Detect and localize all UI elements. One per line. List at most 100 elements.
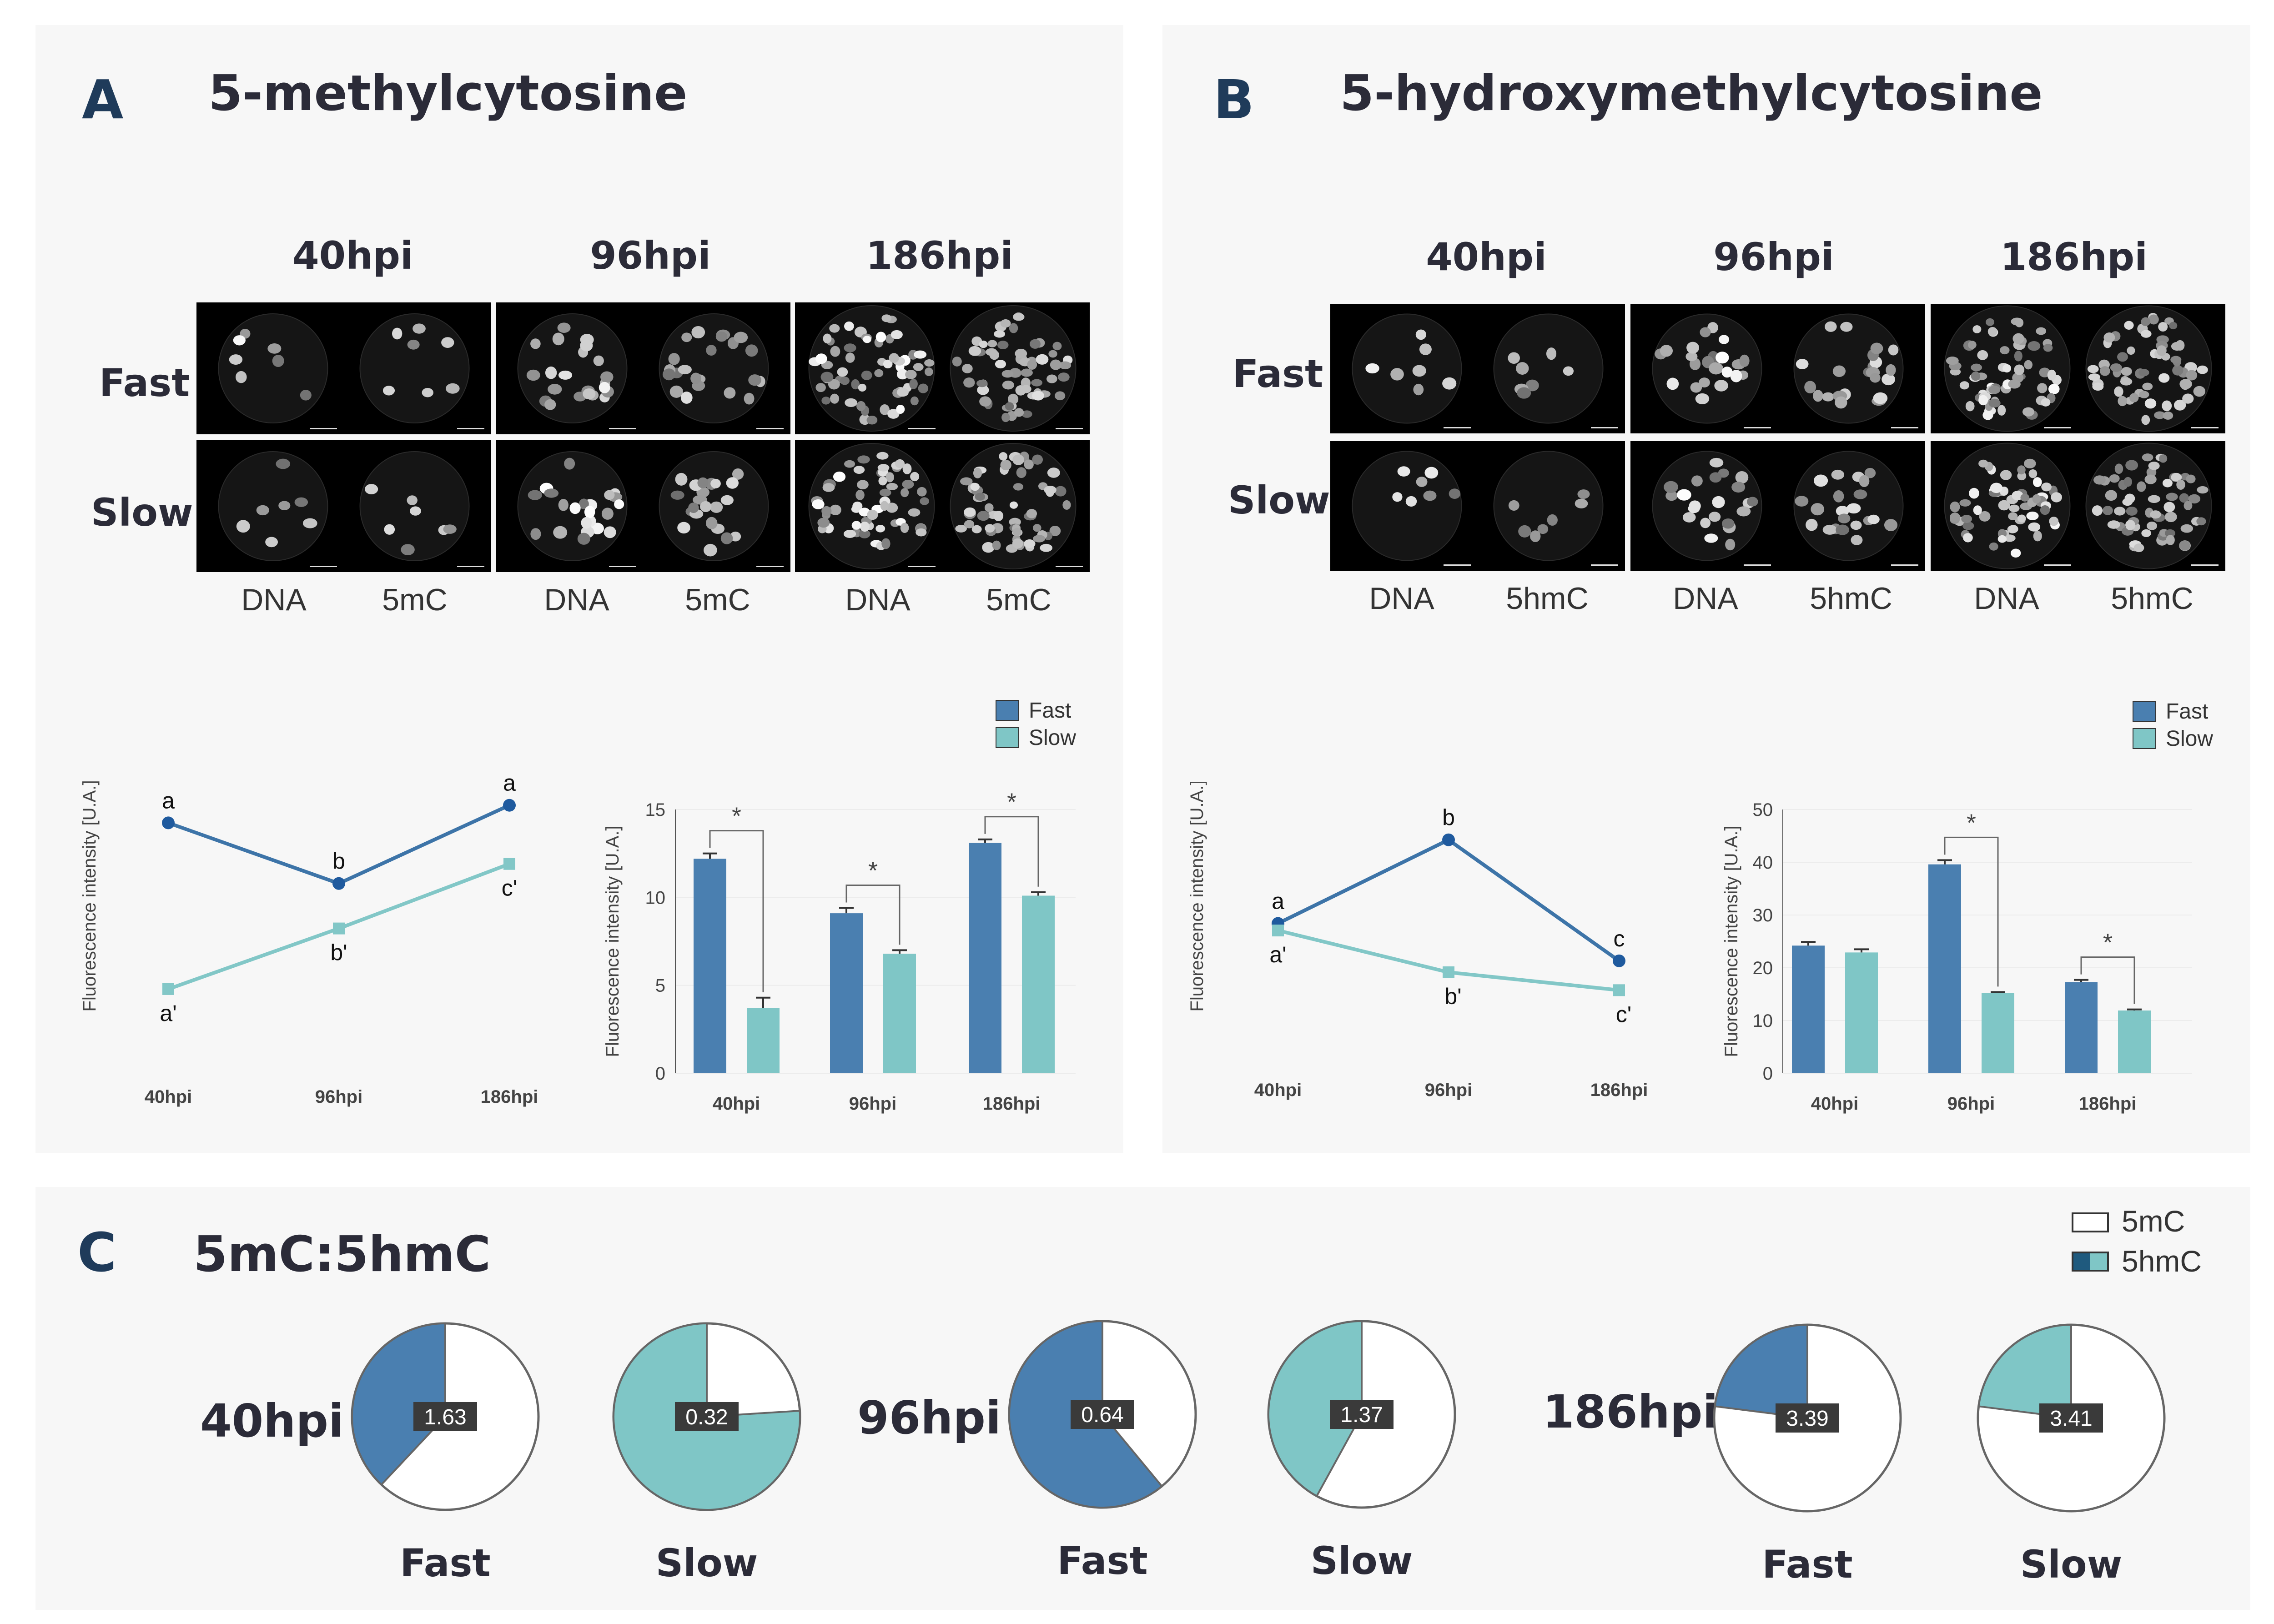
pie-caption-40hpi-fast: Fast [400,1541,491,1585]
scale-bar [756,428,784,429]
scale-bar [310,428,337,429]
nucleus [2164,512,2177,523]
nucleus [1987,327,1997,336]
nucleus [1660,345,1673,357]
point-label: a [503,770,516,796]
nucleus [1049,525,1061,536]
nucleus [993,511,1004,522]
nucleus [446,383,460,394]
panel-a-col-dna-2: DNA [544,583,609,617]
nucleus [1046,487,1055,497]
nucleus [1709,472,1722,483]
nucleus [2040,505,2050,515]
nucleus [2173,399,2186,411]
nucleus [815,353,827,364]
pie-caption-186hpi-fast: Fast [1762,1542,1853,1587]
panel-b-stage-186hpi: 186hpi [2000,235,2148,279]
nucleus [883,359,893,369]
nucleus [2036,327,2047,335]
embryo-outline [517,313,628,423]
y-axis-label: Fluorescence intensity [U.A.] [1187,782,1207,1012]
nucleus [1886,364,1896,376]
nucleus [715,332,728,342]
nucleus [1850,520,1862,530]
nucleus [384,524,395,535]
x-tick-label: 186hpi [2079,1094,2137,1114]
nucleus [902,463,912,474]
nucleus [422,387,433,397]
nucleus [1036,354,1049,365]
nucleus [553,526,568,539]
nucleus [896,404,905,414]
panel-b-row-slow: Slow [1228,478,1330,523]
nucleus [1508,352,1520,364]
panel-a-row-fast: Fast [99,361,190,405]
nucleus [1009,323,1018,333]
nucleus [1959,499,1971,507]
nucleus [1946,356,1959,365]
pie-40hpi-fast-ratio: 1.63 [424,1405,466,1429]
embryo-outline [1652,313,1762,424]
pie-stage-40hpi: 40hpi [200,1394,344,1448]
nucleus [1059,361,1072,370]
nucleus [1965,401,1975,412]
nucleus [2144,398,2157,409]
nucleus [1971,363,1982,372]
nucleus [857,480,869,490]
nucleus [1052,342,1062,351]
nucleus [229,354,243,365]
nucleus [2121,367,2132,376]
pie-186hpi-slow-5hmc-slice [1977,1323,2072,1419]
pie-caption-96hpi-fast: Fast [1057,1539,1148,1583]
nucleus [580,339,593,352]
nucleus [970,483,980,491]
nucleus [2105,490,2118,501]
nucleus [845,398,857,407]
micrograph-a-slow-96hpi [496,440,790,572]
nucleus [600,371,614,383]
nucleus [2148,495,2160,503]
nucleus [2197,486,2209,494]
legend-label-slow: Slow [1029,726,1076,750]
nucleus [880,501,889,511]
nucleus [1665,491,1678,501]
bar-fast-96hpi [1928,864,1961,1073]
nucleus [1577,489,1590,499]
nucleus [2114,386,2123,397]
nucleus [1735,471,1749,484]
nucleus [2142,382,2153,391]
nucleus [1000,459,1011,471]
nucleus [1024,539,1036,548]
y-tick-label: 50 [1753,800,1773,820]
nucleus [710,478,721,488]
ratio-box [1776,1403,1839,1433]
panel-b-col-dna-2: DNA [1673,581,1738,616]
nucleus [675,473,688,486]
nucleus [1015,348,1027,359]
nucleus [1990,483,2003,493]
bar-fast-186hpi [969,843,1001,1073]
nucleus [1424,467,1439,479]
legend-swatch-fast [2133,701,2156,722]
nucleus [2015,318,2024,327]
nucleus [564,458,575,470]
nucleus [691,326,705,339]
nucleus [962,364,973,373]
nucleus [2148,462,2160,470]
nucleus [1972,325,1982,333]
nucleus [1978,459,1988,468]
nucleus [544,399,556,410]
nucleus [874,369,884,377]
nucleus [1708,512,1721,522]
nucleus [526,369,540,381]
nucleus [1046,374,1057,383]
nucleus [1412,365,1426,377]
nucleus [256,505,269,516]
nucleus [365,484,378,495]
panel-b-title: 5-hydroxymethylcytosine [1340,65,2043,122]
significance-bracket [709,830,764,992]
nucleus [2197,365,2208,374]
embryo-outline [218,451,328,561]
nucleus [748,374,762,386]
ratio-box [1071,1400,1134,1429]
